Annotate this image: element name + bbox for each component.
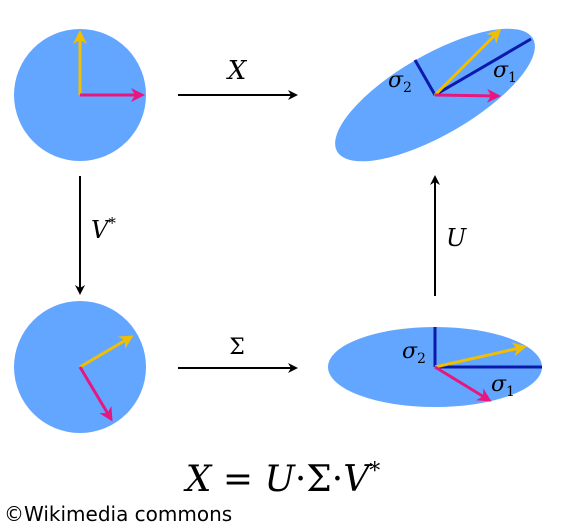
unit-disk-rotated — [14, 301, 146, 433]
yellow-vector — [433, 28, 502, 97]
eq-star: * — [369, 459, 381, 484]
eq-v: V — [343, 459, 370, 500]
magenta-vector — [78, 366, 113, 422]
ellipse-scaled: σ2 σ1 — [328, 327, 542, 407]
eq-dot-1: · — [294, 459, 307, 500]
magenta-vector — [434, 365, 492, 402]
magenta-vector — [434, 88, 501, 103]
eq-sigma: Σ — [306, 459, 332, 500]
label-u: U — [446, 224, 467, 252]
eq-equals: = — [211, 459, 265, 500]
arrow-sigma: Σ — [178, 335, 298, 373]
eq-dot-2: · — [331, 459, 344, 500]
label-x: X — [226, 56, 248, 86]
label-sigma: Σ — [229, 335, 245, 360]
yellow-vector — [79, 335, 134, 369]
svd-equation: X = U·Σ·V* — [0, 452, 566, 500]
eq-x: X — [185, 459, 212, 500]
eq-u: U — [264, 459, 295, 500]
sigma2-axis — [413, 59, 437, 96]
arrow-v-star: V* — [75, 176, 116, 295]
ellipse-final: σ2 σ1 — [335, 28, 535, 162]
unit-disk-original — [14, 29, 146, 161]
arrow-x: X — [178, 56, 298, 100]
label-v-star: V* — [91, 214, 116, 244]
credit-text: ©Wikimedia commons — [4, 502, 233, 526]
sigma1-axis — [434, 37, 532, 97]
yellow-vector — [434, 342, 527, 369]
arrow-u: U — [430, 175, 467, 296]
